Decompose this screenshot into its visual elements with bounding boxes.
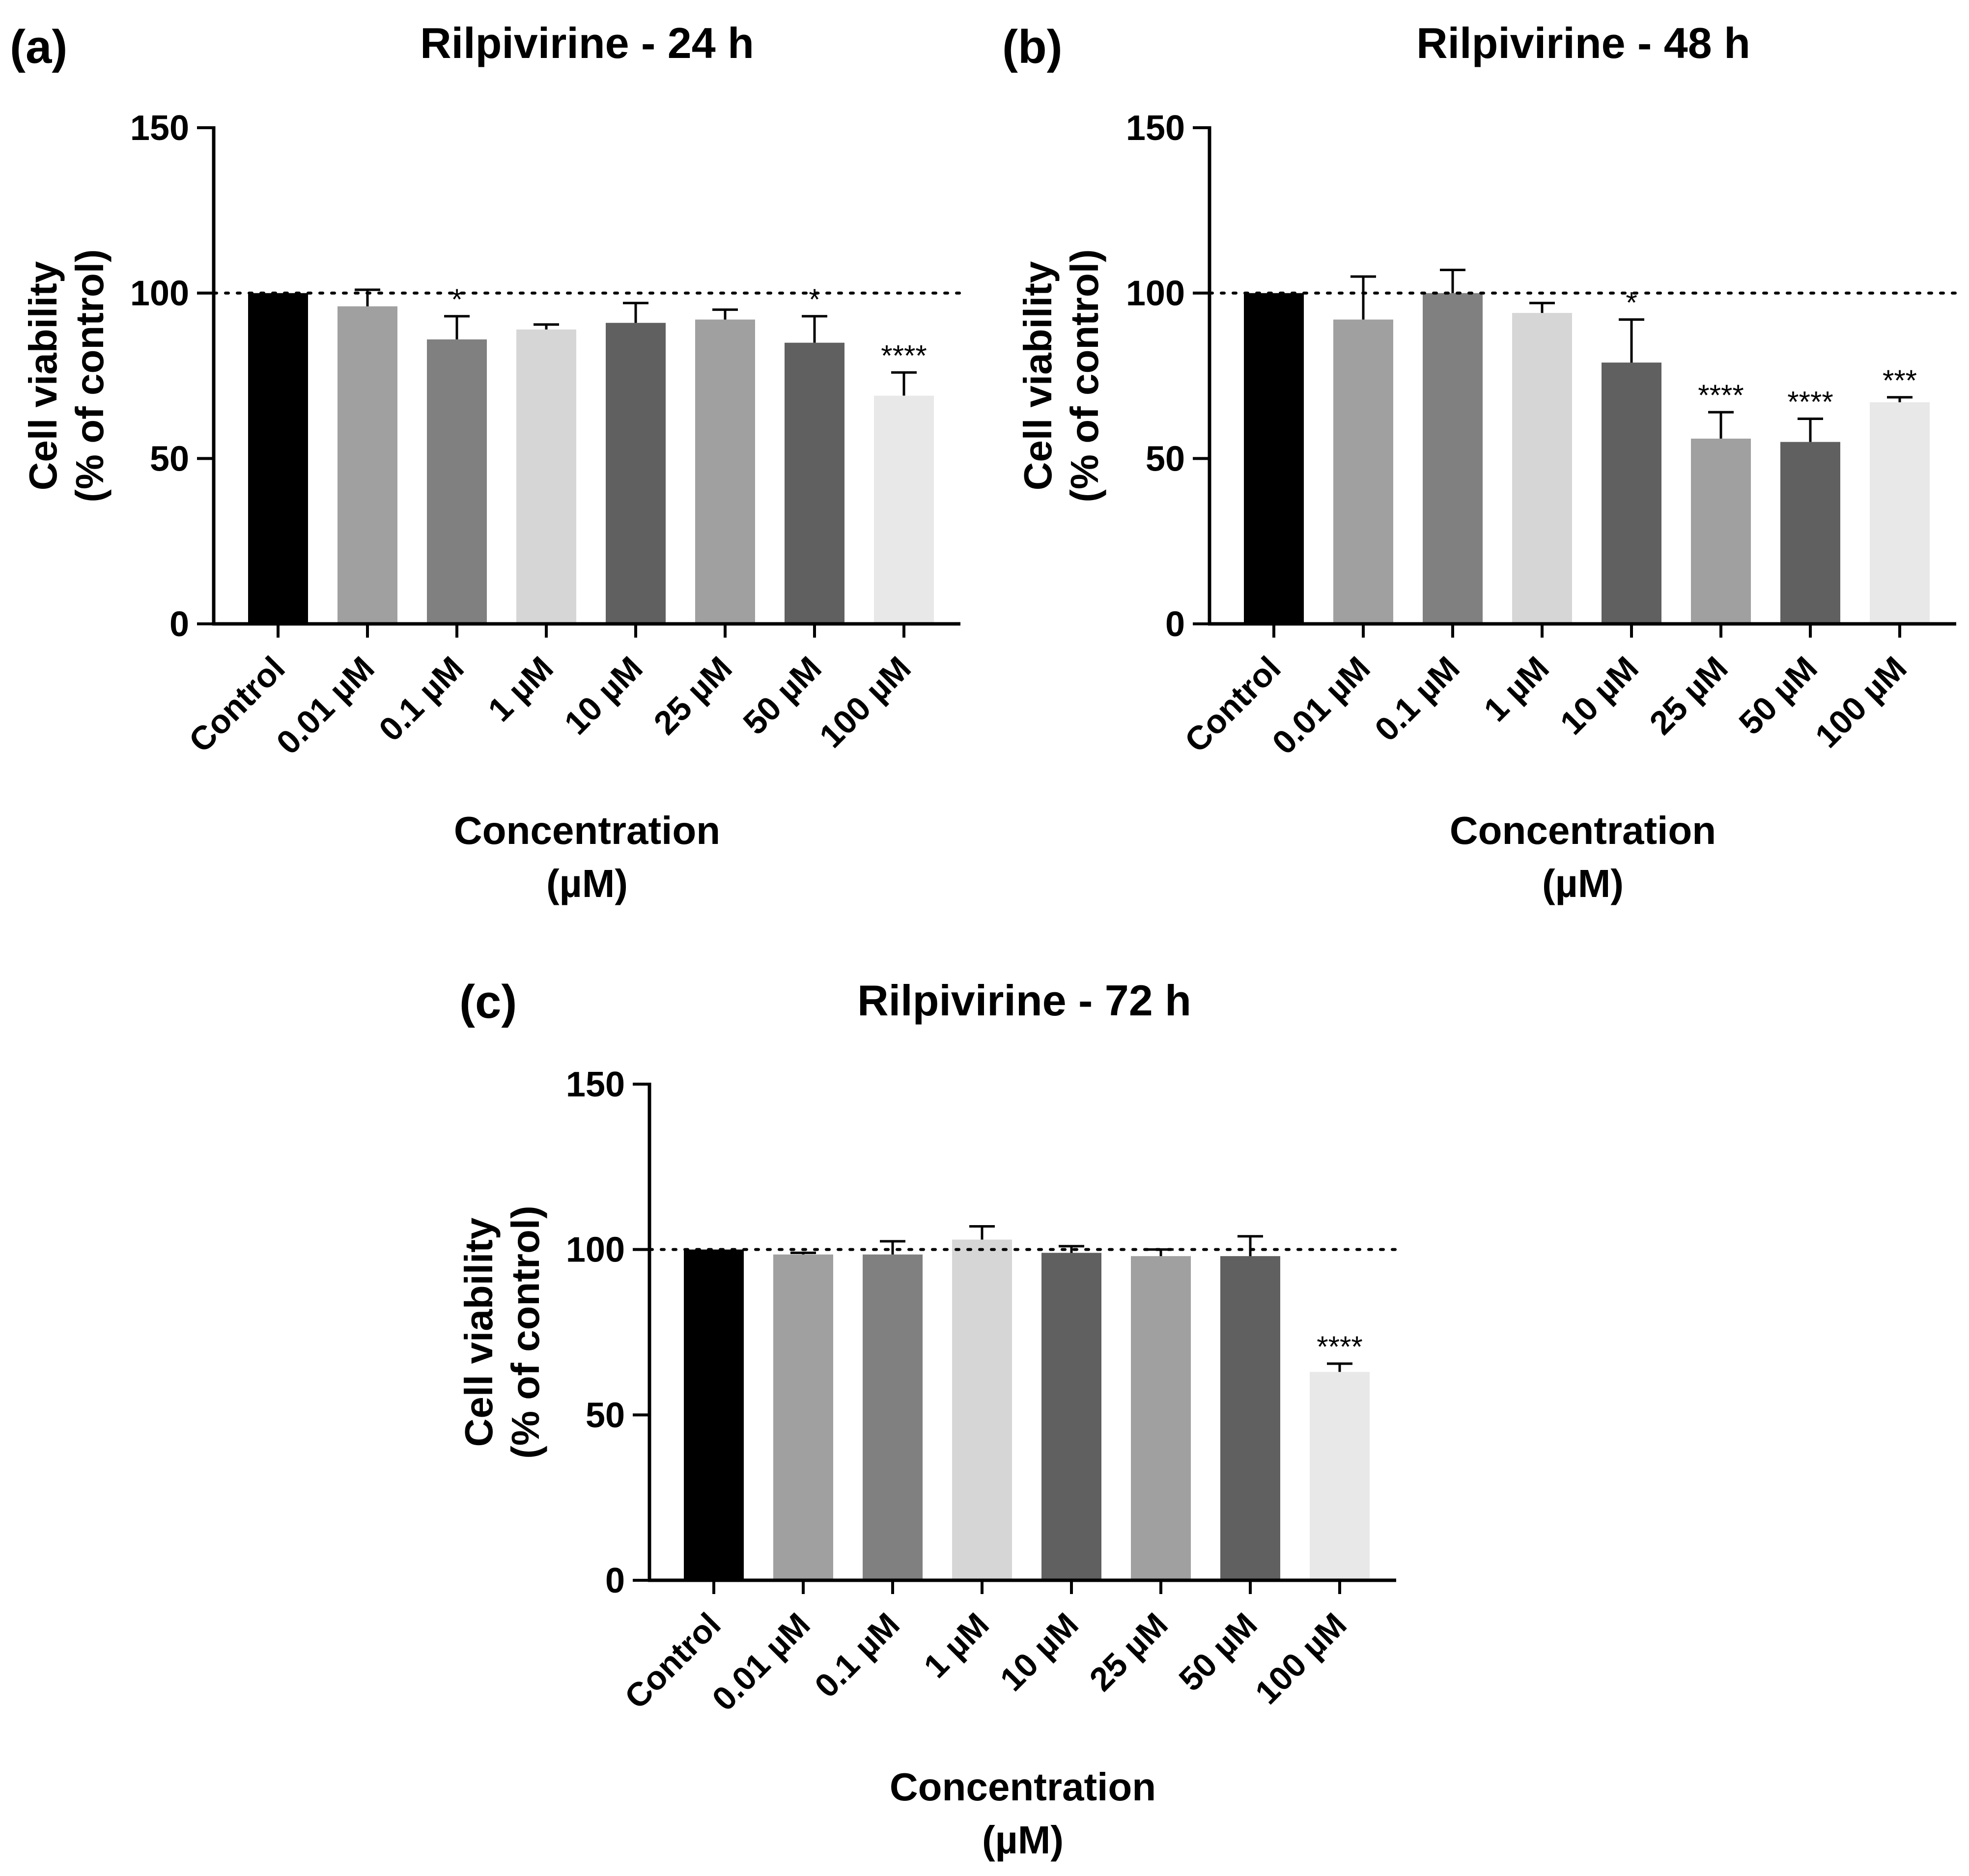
significance-marker: *	[451, 283, 462, 316]
x-axis-label-units: (µM)	[1542, 862, 1624, 905]
panel-letter: (b)	[1002, 21, 1063, 73]
y-tick-label: 50	[1146, 439, 1185, 478]
y-axis-label: Cell viability	[1016, 261, 1060, 490]
bar	[1512, 313, 1572, 624]
bar	[684, 1249, 744, 1580]
chart-title: Rilpivirine - 72 h	[857, 976, 1191, 1025]
significance-marker: ****	[1698, 379, 1744, 412]
x-axis-label: Concentration	[454, 809, 720, 852]
y-tick-label: 100	[130, 274, 189, 313]
significance-marker: ****	[881, 339, 927, 372]
bar	[952, 1239, 1012, 1580]
panel-letter: (c)	[459, 976, 517, 1028]
y-tick-label: 100	[1126, 274, 1185, 313]
y-axis-label-units: (% of control)	[504, 1205, 547, 1458]
bar	[338, 306, 397, 624]
bar	[427, 339, 487, 624]
bar	[248, 293, 308, 624]
panel-letter: (a)	[10, 21, 67, 73]
bar	[1602, 363, 1661, 624]
bar	[1244, 293, 1304, 624]
bar	[1780, 442, 1840, 624]
y-axis-label: Cell viability	[21, 261, 65, 490]
bar	[516, 329, 576, 624]
bar	[1423, 293, 1483, 624]
bar	[773, 1254, 833, 1580]
y-tick-label: 150	[566, 1065, 625, 1104]
bar	[1691, 438, 1751, 624]
x-axis-label: Concentration	[890, 1765, 1156, 1809]
bar	[785, 342, 844, 624]
y-tick-label: 150	[130, 109, 189, 148]
significance-marker: ****	[1317, 1330, 1362, 1363]
significance-marker: ****	[1787, 386, 1833, 419]
bar	[1041, 1253, 1101, 1580]
bar	[606, 323, 666, 624]
y-tick-label: 0	[605, 1561, 625, 1600]
chart-title: Rilpivirine - 48 h	[1416, 19, 1750, 67]
y-axis-label-units: (% of control)	[1063, 249, 1106, 502]
x-axis-label-units: (µM)	[982, 1818, 1064, 1862]
chart-title: Rilpivirine - 24 h	[420, 19, 754, 67]
y-tick-label: 50	[150, 439, 189, 478]
significance-marker: *	[1626, 286, 1637, 319]
significance-marker: ***	[1883, 364, 1917, 397]
y-tick-label: 0	[169, 605, 189, 644]
y-tick-label: 100	[566, 1231, 625, 1270]
bar	[695, 319, 755, 624]
y-tick-label: 150	[1126, 109, 1185, 148]
bar	[1131, 1256, 1191, 1580]
y-axis-label-units: (% of control)	[68, 249, 112, 502]
significance-marker: *	[809, 283, 820, 316]
y-tick-label: 0	[1165, 605, 1185, 644]
bar	[1333, 319, 1393, 624]
x-axis-label: Concentration	[1450, 809, 1716, 852]
bar	[1870, 402, 1930, 624]
bar	[863, 1254, 923, 1580]
y-axis-label: Cell viability	[457, 1217, 501, 1447]
y-tick-label: 50	[586, 1396, 625, 1435]
bar	[1220, 1256, 1280, 1580]
bar	[874, 395, 934, 624]
x-axis-label-units: (µM)	[546, 862, 628, 905]
bar	[1310, 1372, 1370, 1580]
